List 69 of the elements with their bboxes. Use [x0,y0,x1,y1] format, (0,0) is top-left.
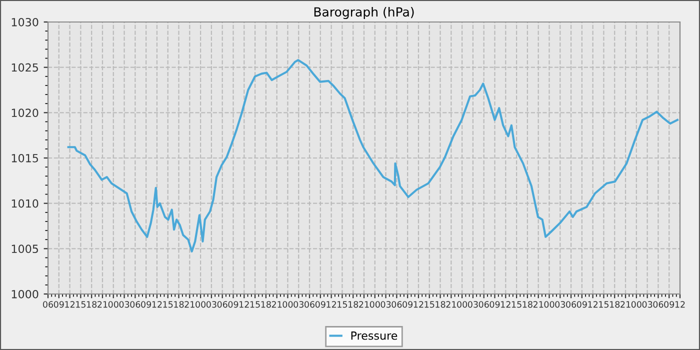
x-tick-label: 00 [370,301,380,308]
x-tick-label: 21 [359,301,369,308]
y-tick-label: 1020 [12,108,38,118]
x-tick-label: 15 [250,301,260,308]
y-tick-label: 1030 [12,18,38,26]
x-tick-label: 12 [152,301,162,308]
x-tick-label: 03 [206,301,216,308]
x-tick-label: 09 [402,301,413,308]
x-tick-label: 03 [555,301,566,308]
x-tick-label: 12 [326,301,336,308]
x-tick-label: 21 [272,301,282,308]
x-tick-label: 00 [544,301,554,308]
x-tick-label: 12 [414,301,424,308]
x-tick-label: 06 [653,301,664,308]
x-tick-label: 09 [664,301,674,308]
x-tick-label: 15 [163,301,173,308]
x-tick-label: 06 [304,301,315,308]
y-tick-label: 1010 [12,199,38,208]
x-tick-label: 03 [294,301,304,308]
x-tick-label: 18 [174,301,184,308]
x-tick-label: 15 [599,301,609,308]
x-tick-label: 09 [576,301,587,308]
x-tick-label: 06 [217,301,228,308]
x-tick-label: 18 [436,301,446,308]
x-tick-label: 21 [446,301,456,308]
y-tick-label: 1005 [12,244,38,254]
x-tick-label: 18 [348,301,358,308]
x-tick-label: 15 [338,301,348,308]
x-tick-label: 12 [65,301,74,308]
x-tick-label: 12 [501,301,510,308]
x-tick-label: 03 [468,301,478,308]
x-tick-label: 03 [119,301,130,308]
x-tick-label: 00 [631,301,642,308]
y-tick-label: 1025 [12,63,38,72]
chart-title: Barograph (hPa) [314,6,414,20]
x-tick-label: 15 [76,301,86,308]
x-tick-label: 03 [642,301,652,308]
x-tick-label: 12 [240,301,249,308]
x-tick-label: 12 [675,301,685,308]
y-tick-label: 1000 [12,290,38,298]
x-tick-label: 09 [228,301,238,308]
x-tick-label: 00 [282,301,293,308]
x-tick-label: 00 [108,301,118,308]
x-tick-label: 18 [86,301,97,308]
x-tick-label: 06 [392,301,402,308]
x-tick-label: 09 [490,301,500,308]
x-tick-label: 15 [424,301,434,308]
legend-label: Pressure [351,332,398,340]
x-tick-label: 15 [512,301,522,308]
x-tick-label: 09 [315,301,326,308]
x-tick-label: 18 [610,301,620,308]
x-tick-label: 21 [620,301,630,308]
x-tick-label: 06 [130,301,140,308]
x-tick-label: 06 [566,301,576,308]
x-tick-label: 03 [380,301,391,308]
x-tick-label: 18 [261,301,271,308]
line-series [67,59,678,252]
x-tick-label: 12 [588,301,598,308]
x-tick-label: 18 [522,301,532,308]
y-tick-label: 1015 [12,154,38,162]
x-tick-label: 00 [196,301,206,308]
x-tick-label: 00 [457,301,468,308]
x-tick-label: 09 [141,301,152,308]
x-tick-label: 21 [98,301,108,308]
x-tick-label: 09 [54,301,64,308]
x-tick-label: 06 [478,301,489,308]
x-tick-label: 21 [184,301,194,308]
x-tick-label: 21 [533,301,544,308]
x-tick-label: 06 [43,301,54,308]
